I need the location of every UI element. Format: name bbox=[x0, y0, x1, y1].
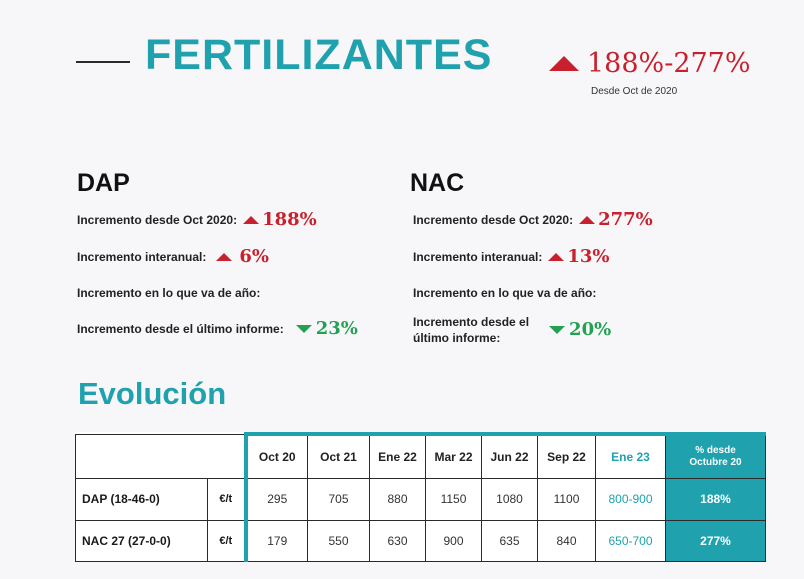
title-rule bbox=[76, 61, 130, 63]
row-value: 277% bbox=[598, 209, 653, 230]
row-label-line1: Incremento desde el bbox=[413, 315, 530, 329]
col-header-pct: % desde Octubre 20 bbox=[665, 432, 766, 479]
row-label: Incremento en lo que va de año: bbox=[77, 286, 261, 300]
header-change: 188%-277% bbox=[549, 50, 751, 77]
col-header-current: Ene 23 bbox=[595, 432, 666, 479]
row-label: Incremento desde Oct 2020: bbox=[413, 213, 574, 227]
dap-row-since-report: Incremento desde el último informe: 23% bbox=[77, 320, 358, 338]
evolution-table: Oct 20 Oct 21 Ene 22 Mar 22 Jun 22 Sep 2… bbox=[75, 432, 766, 562]
nac-row-since-oct: Incremento desde Oct 2020: 277% bbox=[413, 211, 653, 229]
value-cell: 1080 bbox=[481, 478, 538, 521]
pct-header-line1: % desde bbox=[695, 445, 736, 456]
increase-arrow-icon bbox=[579, 216, 596, 224]
row-label-line2: último informe: bbox=[413, 331, 501, 345]
value-cell: 1100 bbox=[537, 478, 596, 521]
value-cell: 705 bbox=[307, 478, 370, 521]
col-header: Mar 22 bbox=[425, 432, 482, 479]
value-cell: 1150 bbox=[425, 478, 482, 521]
value-cell: 880 bbox=[369, 478, 426, 521]
row-value: 23% bbox=[315, 318, 358, 339]
row-label: Incremento desde Oct 2020: bbox=[77, 213, 238, 227]
row-label: Incremento interanual: bbox=[413, 250, 543, 264]
row-label: Incremento desde el último informe: bbox=[413, 314, 529, 346]
pct-cell: 188% bbox=[665, 478, 766, 521]
col-header: Oct 21 bbox=[307, 432, 370, 479]
table-header-row: Oct 20 Oct 21 Ene 22 Mar 22 Jun 22 Sep 2… bbox=[75, 432, 766, 479]
increase-arrow-icon bbox=[549, 56, 579, 71]
pct-cell: 277% bbox=[665, 519, 766, 562]
table-row: NAC 27 (27-0-0) €/t 179 550 630 900 635 … bbox=[75, 519, 766, 562]
dap-title: DAP bbox=[77, 169, 130, 197]
col-header: Jun 22 bbox=[481, 432, 538, 479]
dap-row-yoy: Incremento interanual: 6% bbox=[77, 248, 269, 266]
value-cell-current: 650-700 bbox=[595, 519, 666, 562]
dap-row-since-oct: Incremento desde Oct 2020: 188% bbox=[77, 211, 317, 229]
col-header: Ene 22 bbox=[369, 432, 426, 479]
product-cell: DAP (18-46-0) bbox=[75, 478, 208, 521]
nac-row-yoy: Incremento interanual: 13% bbox=[413, 248, 610, 266]
col-header: Sep 22 bbox=[537, 432, 596, 479]
value-cell: 840 bbox=[537, 519, 596, 562]
row-value: 13% bbox=[567, 246, 610, 267]
table-row: DAP (18-46-0) €/t 295 705 880 1150 1080 … bbox=[75, 478, 766, 521]
increase-arrow-icon bbox=[216, 253, 233, 261]
value-cell: 635 bbox=[481, 519, 538, 562]
dap-row-ytd: Incremento en lo que va de año: bbox=[77, 286, 260, 300]
row-label: Incremento interanual: bbox=[77, 250, 207, 264]
increase-arrow-icon bbox=[243, 216, 260, 224]
pct-header-line2: Octubre 20 bbox=[689, 457, 742, 468]
increase-arrow-icon bbox=[548, 253, 565, 261]
value-cell: 295 bbox=[243, 478, 308, 521]
row-value: 20% bbox=[569, 319, 612, 340]
value-cell: 900 bbox=[425, 519, 482, 562]
row-label: Incremento en lo que va de año: bbox=[413, 286, 597, 300]
change-range: 188%-277% bbox=[587, 48, 751, 79]
value-cell: 179 bbox=[243, 519, 308, 562]
col-header: Oct 20 bbox=[243, 432, 308, 479]
value-cell-current: 800-900 bbox=[595, 478, 666, 521]
nac-row-since-report: Incremento desde el último informe: 20% bbox=[413, 314, 611, 346]
row-value: 6% bbox=[239, 246, 269, 267]
decrease-arrow-icon bbox=[295, 325, 312, 333]
value-cell: 550 bbox=[307, 519, 370, 562]
row-value: 188% bbox=[262, 209, 317, 230]
nac-title: NAC bbox=[410, 169, 465, 197]
nac-row-ytd: Incremento en lo que va de año: bbox=[413, 286, 596, 300]
header-blank bbox=[75, 433, 246, 479]
row-label: Incremento desde el último informe: bbox=[77, 322, 284, 336]
evolution-title: Evolución bbox=[78, 376, 227, 411]
decrease-arrow-icon bbox=[549, 326, 566, 334]
page-title: FERTILIZANTES bbox=[145, 31, 493, 79]
unit-cell: €/t bbox=[207, 519, 246, 562]
product-cell: NAC 27 (27-0-0) bbox=[75, 519, 208, 562]
unit-cell: €/t bbox=[207, 478, 246, 521]
since-label: Desde Oct de 2020 bbox=[591, 86, 678, 97]
value-cell: 630 bbox=[369, 519, 426, 562]
